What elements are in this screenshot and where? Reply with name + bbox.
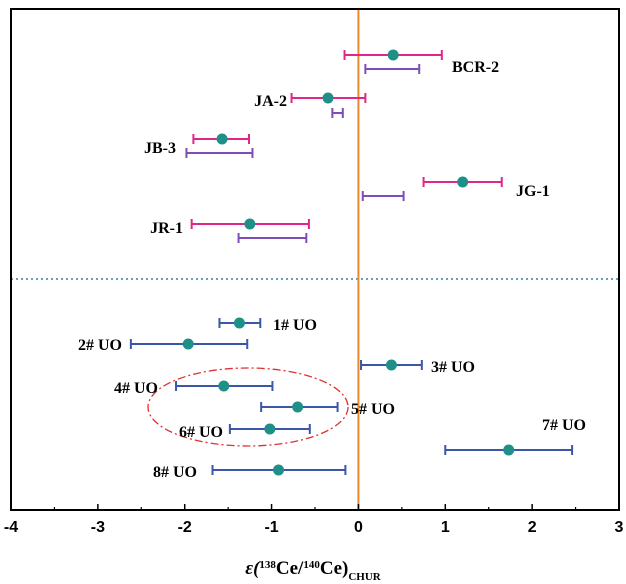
point-jb-3: [216, 133, 228, 145]
point-jg-1: [457, 176, 469, 188]
point-uo-8: [273, 464, 285, 476]
x-tick-label: 0: [354, 519, 363, 536]
label-uo-5: 5# UO: [351, 401, 395, 418]
x-tick-label: 2: [528, 519, 537, 536]
label-uo-3: 3# UO: [431, 359, 475, 376]
x-tick-label: -2: [178, 519, 192, 536]
point-uo-6: [264, 423, 276, 435]
highlight-ellipse: [147, 367, 349, 447]
label-uo-1: 1# UO: [273, 317, 317, 334]
point-uo-5: [292, 401, 304, 413]
label-bcr-2: BCR-2: [452, 59, 499, 76]
plot-frame: [10, 8, 620, 511]
x-tick-label: -3: [91, 519, 105, 536]
point-uo-1: [233, 317, 245, 329]
point-uo-7: [503, 444, 515, 456]
label-uo-4: 4# UO: [114, 380, 158, 397]
label-uo-7: 7# UO: [542, 417, 586, 434]
point-ja-2: [322, 92, 334, 104]
x-tick-label: -4: [4, 519, 18, 536]
point-uo-3: [385, 359, 397, 371]
label-uo-2: 2# UO: [78, 337, 122, 354]
x-tick-label: -1: [264, 519, 278, 536]
point-uo-2: [182, 338, 194, 350]
x-axis-title: ε(138Ce/140Ce)CHUR: [245, 558, 381, 583]
point-jr-1: [244, 218, 256, 230]
x-tick-label: 3: [615, 519, 624, 536]
x-tick-label: 1: [441, 519, 450, 536]
label-jb-3: JB-3: [144, 140, 176, 157]
label-jg-1: JG-1: [516, 183, 550, 200]
label-uo-8: 8# UO: [153, 464, 197, 481]
point-uo-4: [218, 380, 230, 392]
label-ja-2: JA-2: [254, 93, 287, 110]
point-bcr-2: [387, 49, 399, 61]
label-jr-1: JR-1: [150, 220, 183, 237]
label-uo-6: 6# UO: [179, 424, 223, 441]
